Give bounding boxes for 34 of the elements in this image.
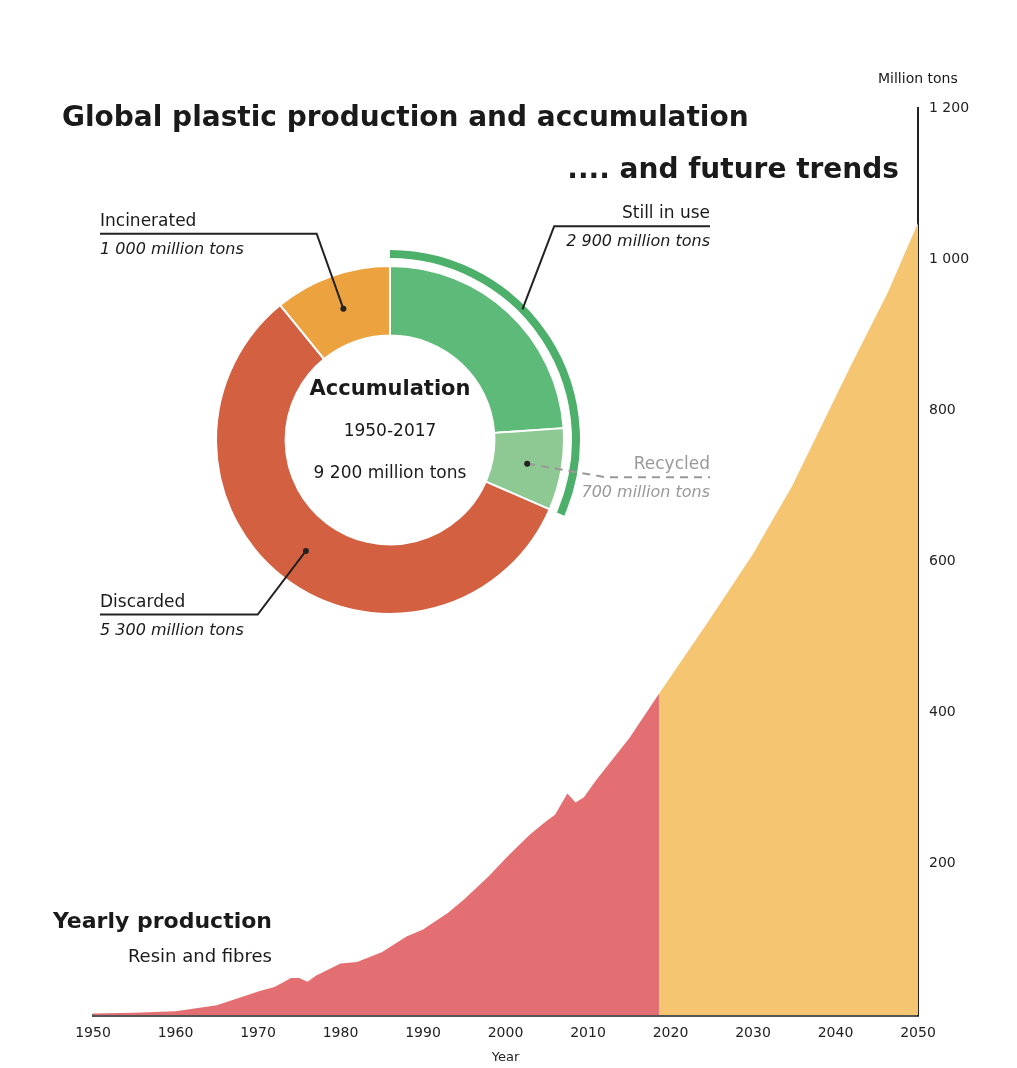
x-tick-label: 1960 (157, 1024, 194, 1041)
y-tick-label: 400 (929, 703, 956, 720)
slice-label: Recycled (633, 453, 710, 474)
y-tick-label: 1 000 (929, 249, 970, 266)
annotation: Resin and fibres (127, 945, 272, 966)
y-axis-title: Million tons (878, 70, 958, 86)
x-tick-label: 2040 (817, 1024, 854, 1041)
annotation: Accumulation (309, 376, 471, 401)
x-tick-label: 1950 (75, 1024, 111, 1041)
y-tick-label: 1 200 (929, 98, 970, 115)
x-tick-label: 2050 (900, 1024, 936, 1041)
annotation: Yearly production (52, 908, 272, 933)
x-tick-label: 2010 (570, 1024, 606, 1041)
annotation: 1950-2017 (343, 420, 437, 441)
slice-label: Discarded (100, 590, 186, 611)
x-tick-label: 1990 (405, 1024, 441, 1041)
annotation: 2 900 million tons (566, 231, 710, 251)
x-tick-label: 2030 (735, 1024, 771, 1041)
x-tick-label: 1980 (322, 1024, 359, 1041)
x-axis-title: Year (490, 1048, 520, 1064)
chart-title: Global plastic production and accumulation (62, 100, 749, 133)
data-label: 5 300 million tons (100, 619, 244, 639)
annotation: Still in use (621, 202, 710, 223)
y-tick-label: 600 (929, 552, 956, 569)
y-tick-label: 800 (929, 400, 956, 417)
slice-label: Incinerated (100, 209, 197, 230)
annotation: 9 200 million tons (313, 462, 467, 483)
data-label: 1 000 million tons (100, 238, 244, 258)
y-tick-label: 200 (929, 854, 956, 871)
x-tick-label: 2020 (652, 1024, 689, 1041)
text: .... and future trends (567, 152, 899, 185)
data-label: 700 million tons (581, 482, 710, 502)
x-tick-label: 1970 (240, 1024, 276, 1041)
x-tick-label: 2000 (487, 1024, 524, 1041)
